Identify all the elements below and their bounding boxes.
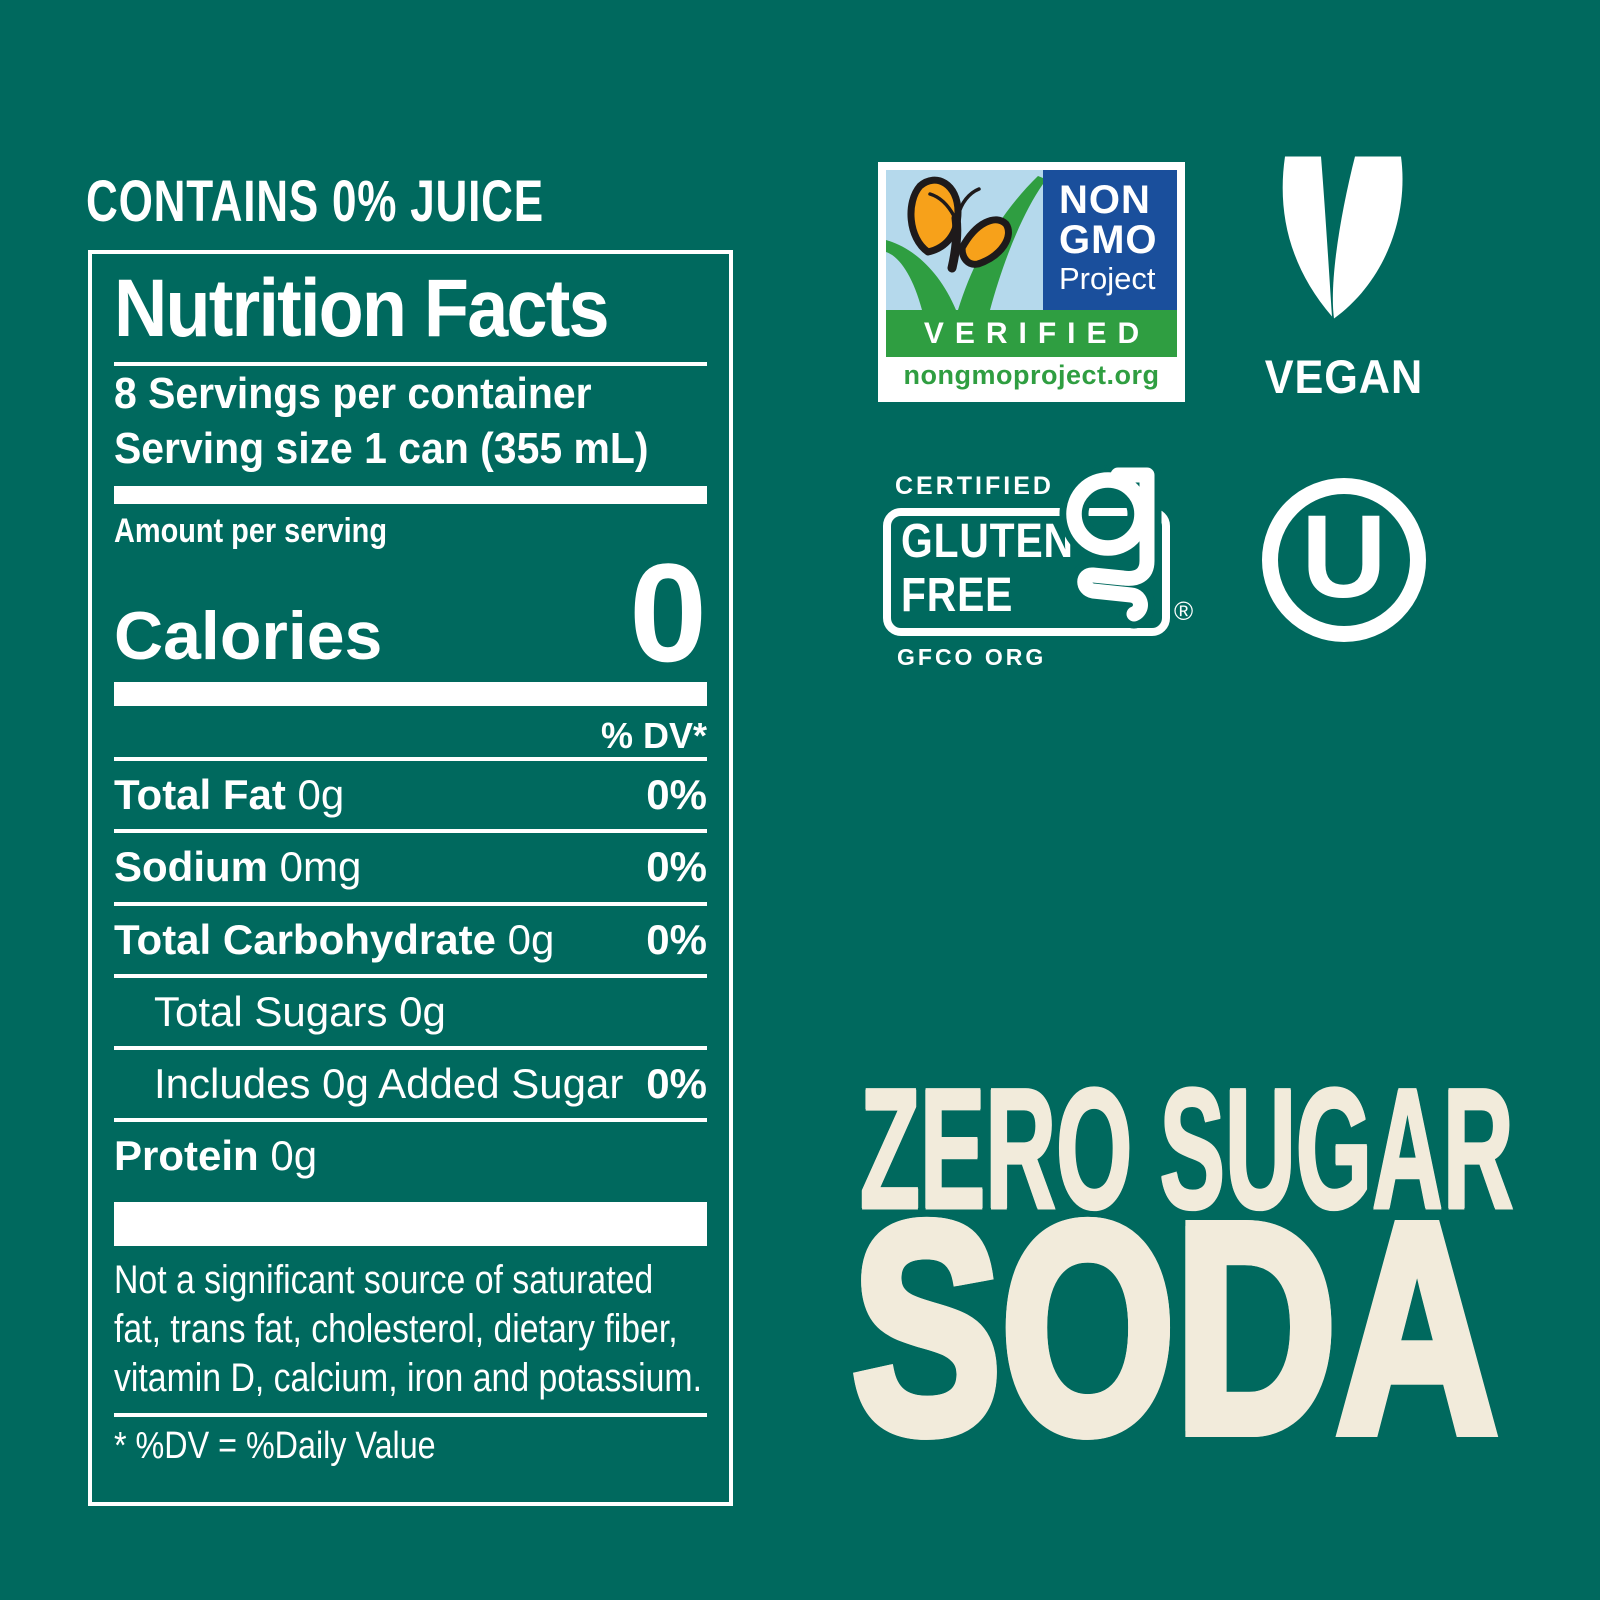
non-gmo-wordmark: NON GMO Project: [1043, 170, 1177, 310]
verified-band: VERIFIED: [886, 310, 1177, 357]
gluten-free-wordmark: GLUTEN FREE: [901, 518, 1074, 620]
row-label: Protein: [114, 1132, 259, 1180]
daily-value-note: * %DV = %Daily Value: [114, 1424, 436, 1467]
servings-per-container: 8 Servings per container: [114, 369, 592, 419]
footnote-line: vitamin D, calcium, iron and potassium.: [114, 1356, 702, 1400]
footnote-line: Not a significant source of saturated: [114, 1258, 654, 1303]
row-label: Total Carbohydrate: [114, 915, 496, 963]
table-row-protein: Protein 0g: [114, 1118, 707, 1190]
thick-divider: [114, 486, 707, 505]
row-value: 0%: [646, 915, 707, 963]
row-amount: 0g: [285, 771, 345, 819]
footnote: Not a significant source of saturated fa…: [114, 1256, 707, 1402]
nutrition-facts-panel: Nutrition Facts 8 Servings per container…: [88, 250, 733, 1506]
row-amount: 0g: [258, 1132, 318, 1180]
table-row-added-sugar: Includes 0g Added Sugar 0%: [114, 1046, 707, 1118]
table-row-total-fat: Total Fat 0g 0%: [114, 757, 707, 829]
row-label: Sodium: [114, 843, 268, 891]
kosher-u-letter: U: [1301, 491, 1387, 623]
gfco-g-icon: [1059, 464, 1162, 629]
row-amount: 0g: [495, 915, 555, 963]
table-row-sodium: Sodium 0mg 0%: [114, 829, 707, 901]
non-gmo-art: [886, 170, 1043, 310]
nutrition-facts-title: Nutrition Facts: [114, 263, 610, 354]
calories-row: Calories 0: [114, 534, 707, 692]
serving-size: Serving size 1 can (355 mL): [114, 424, 649, 474]
non-gmo-url: nongmoproject.org: [903, 360, 1160, 390]
thick-divider: [114, 682, 707, 707]
non-gmo-line2: GMO: [1059, 218, 1158, 262]
vegan-label: VEGAN: [1264, 350, 1424, 403]
row-amount: Includes 0g Added Sugar: [154, 1060, 624, 1108]
table-row-total-sugars: Total Sugars 0g: [114, 973, 707, 1046]
row-value: 0%: [646, 1060, 707, 1108]
checkmark-butterfly-icon: [886, 176, 1043, 310]
kosher-ou-badge: U: [1262, 478, 1426, 642]
non-gmo-project-badge: NON GMO Project VERIFIED nongmoproject.o…: [878, 162, 1185, 402]
non-gmo-line3: Project: [1059, 261, 1156, 296]
non-gmo-url-strip: nongmoproject.org: [886, 357, 1177, 394]
daily-value-header: % DV*: [600, 715, 707, 757]
row-value: 0%: [646, 771, 707, 819]
calories-label: Calories: [114, 597, 383, 674]
zero-sugar-text: ZERO SUGAR: [859, 1053, 1514, 1245]
amount-per-serving: Amount per serving: [114, 512, 387, 551]
soda-text: SODA: [848, 1162, 1503, 1495]
registered-mark: ®: [1174, 596, 1194, 626]
verified-text: VERIFIED: [923, 316, 1151, 350]
free-text: FREE: [901, 569, 1014, 622]
row-amount: 0mg: [268, 843, 362, 891]
divider: [114, 1412, 707, 1417]
gluten-free-box: [883, 508, 1170, 636]
calories-value: 0: [629, 534, 707, 692]
gfco-org-text: GFCO ORG: [897, 644, 1047, 670]
vegan-v-icon: [1282, 156, 1403, 319]
table-row-total-carbohydrate: Total Carbohydrate 0g 0%: [114, 901, 707, 974]
row-amount: Total Sugars 0g: [154, 987, 446, 1035]
row-label: Total Fat: [114, 771, 286, 819]
row-value: 0%: [646, 843, 707, 891]
gluten-free-certified-text: CERTIFIED: [895, 472, 1054, 500]
vegan-badge: VEGAN: [1258, 156, 1426, 404]
footnote-line: fat, trans fat, cholesterol, dietary fib…: [114, 1307, 678, 1352]
divider: [114, 362, 707, 367]
contains-juice-text: CONTAINS 0% JUICE: [86, 169, 544, 234]
thick-divider: [114, 1202, 707, 1247]
gluten-text: GLUTEN: [901, 515, 1074, 568]
non-gmo-line1: NON: [1059, 178, 1151, 222]
